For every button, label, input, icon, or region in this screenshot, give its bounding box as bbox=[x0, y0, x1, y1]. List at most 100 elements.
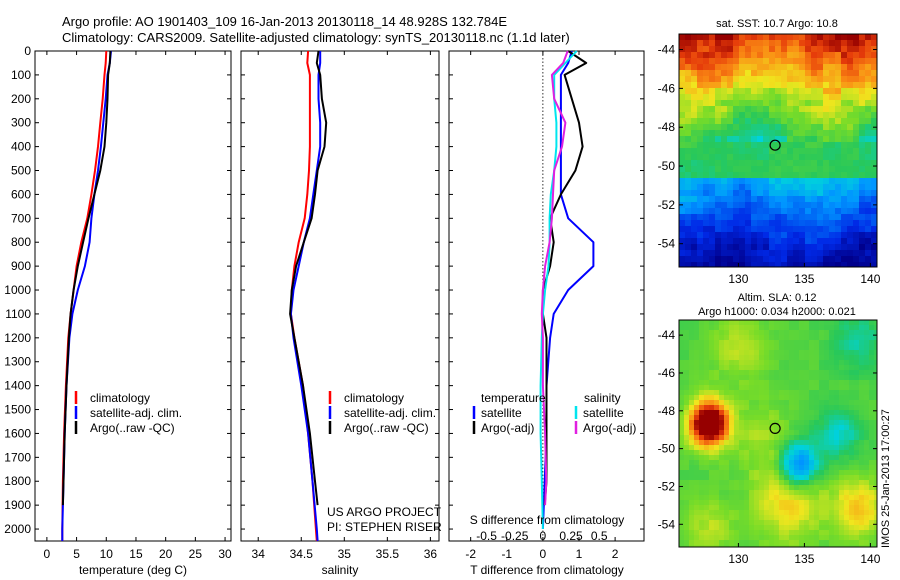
map-cell bbox=[759, 520, 764, 525]
map-cell bbox=[729, 355, 734, 360]
map-cell bbox=[849, 420, 854, 425]
map-cell bbox=[809, 375, 814, 380]
map-cell bbox=[749, 530, 754, 535]
map-cell bbox=[769, 460, 774, 465]
map-cell bbox=[847, 202, 853, 208]
map-cell bbox=[679, 52, 685, 58]
map-cell bbox=[864, 435, 869, 440]
map-cell bbox=[799, 172, 805, 178]
map-cell bbox=[769, 214, 775, 220]
map-cell bbox=[781, 136, 787, 142]
map-cell bbox=[799, 124, 805, 130]
map-cell bbox=[775, 142, 781, 148]
map-cell bbox=[751, 250, 757, 256]
map-cell bbox=[849, 545, 854, 547]
map-cell bbox=[839, 425, 844, 430]
map-cell bbox=[714, 355, 719, 360]
map-cell bbox=[799, 540, 804, 545]
map-cell bbox=[824, 460, 829, 465]
map-cell bbox=[679, 340, 684, 345]
map-cell bbox=[749, 545, 754, 547]
map-cell bbox=[734, 490, 739, 495]
map-cell bbox=[699, 525, 704, 530]
map-cell bbox=[839, 345, 844, 350]
map-cell bbox=[679, 485, 684, 490]
map-cell bbox=[679, 500, 684, 505]
map-cell bbox=[685, 106, 691, 112]
map-cell bbox=[769, 154, 775, 160]
map-cell bbox=[733, 166, 739, 172]
map-cell bbox=[685, 100, 691, 106]
map-cell bbox=[853, 58, 859, 64]
map-cell bbox=[699, 500, 704, 505]
map-cell bbox=[739, 202, 745, 208]
map-cell bbox=[781, 214, 787, 220]
map-cell bbox=[804, 520, 809, 525]
map-cell bbox=[759, 460, 764, 465]
map-cell bbox=[751, 214, 757, 220]
map-cell bbox=[704, 540, 709, 545]
map-cell bbox=[859, 106, 865, 112]
map-cell bbox=[839, 385, 844, 390]
map-cell bbox=[684, 395, 689, 400]
map-cell bbox=[703, 106, 709, 112]
map-cell bbox=[869, 370, 874, 375]
map-cell bbox=[829, 154, 835, 160]
map-cell bbox=[819, 490, 824, 495]
map-cell bbox=[829, 214, 835, 220]
map-cell bbox=[694, 540, 699, 545]
map-cell bbox=[709, 340, 714, 345]
map-cell bbox=[805, 172, 811, 178]
map-cell bbox=[835, 220, 841, 226]
map-cell bbox=[834, 505, 839, 510]
map-cell bbox=[744, 450, 749, 455]
map-cell bbox=[784, 395, 789, 400]
map-cell bbox=[847, 136, 853, 142]
map-cell bbox=[763, 64, 769, 70]
map-cell bbox=[819, 510, 824, 515]
map-cell bbox=[699, 410, 704, 415]
y-tick-label: 900 bbox=[11, 259, 31, 273]
map-cell bbox=[679, 430, 684, 435]
map-cell bbox=[691, 214, 697, 220]
map-cell bbox=[844, 385, 849, 390]
map-cell bbox=[703, 118, 709, 124]
map-cell bbox=[829, 262, 835, 267]
map-cell bbox=[854, 475, 859, 480]
map-cell bbox=[871, 130, 877, 136]
map-cell bbox=[757, 208, 763, 214]
map-cell bbox=[844, 535, 849, 540]
map-cell bbox=[865, 226, 871, 232]
map-cell bbox=[841, 34, 847, 40]
map-cell bbox=[854, 495, 859, 500]
map-cell bbox=[739, 360, 744, 365]
legend-title-temperature: temperature bbox=[481, 391, 546, 405]
map-cell bbox=[745, 58, 751, 64]
map-cell bbox=[679, 58, 685, 64]
sla-map-ticks: 130 135 140-44-46-48-50-52-54 bbox=[658, 328, 881, 566]
y-tick-label: 1300 bbox=[4, 355, 31, 369]
map-cell bbox=[715, 142, 721, 148]
map-cell bbox=[859, 360, 864, 365]
map-cell bbox=[759, 475, 764, 480]
map-cell bbox=[823, 226, 829, 232]
map-cell bbox=[774, 430, 779, 435]
map-cell bbox=[869, 430, 874, 435]
map-cell bbox=[714, 455, 719, 460]
map-cell bbox=[774, 380, 779, 385]
map-cell bbox=[849, 455, 854, 460]
map-cell bbox=[719, 475, 724, 480]
map-cell bbox=[727, 244, 733, 250]
map-cell bbox=[841, 100, 847, 106]
map-cell bbox=[715, 166, 721, 172]
map-cell bbox=[829, 178, 835, 184]
map-cell bbox=[824, 445, 829, 450]
map-cell bbox=[679, 450, 684, 455]
map-cell bbox=[794, 415, 799, 420]
map-cell bbox=[864, 320, 869, 325]
map-cell bbox=[729, 350, 734, 355]
map-cell bbox=[679, 355, 684, 360]
map-cell bbox=[679, 460, 684, 465]
map-cell bbox=[719, 545, 724, 547]
map-cell bbox=[679, 445, 684, 450]
